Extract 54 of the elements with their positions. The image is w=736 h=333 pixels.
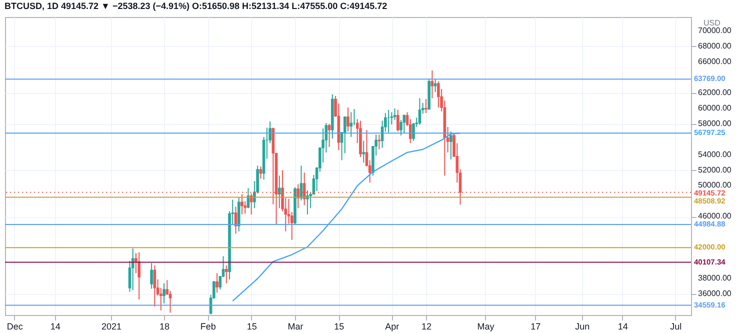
- candlestick: [352, 108, 356, 126]
- candlestick: [450, 131, 452, 160]
- y-tick-label: 38000.00: [698, 274, 732, 283]
- x-tick-label: Mar: [288, 322, 304, 332]
- candlestick: [259, 166, 262, 180]
- candlestick: [153, 264, 156, 307]
- candlestick: [250, 192, 253, 215]
- candlestick: [237, 196, 240, 232]
- candlestick: [350, 112, 353, 138]
- y-tick-label: 36000.00: [698, 289, 732, 298]
- candlestick: [224, 264, 228, 284]
- candlestick: [418, 98, 422, 126]
- candlestick: [434, 78, 437, 93]
- candlestick: [396, 109, 400, 132]
- candlestick: [138, 252, 140, 300]
- y-tick-label: 54000.00: [698, 150, 732, 159]
- y-tick-label: 68000.00: [698, 41, 732, 50]
- x-tick-label: 18: [160, 322, 170, 332]
- candlestick: [328, 123, 331, 148]
- x-tick-label: 17: [530, 322, 541, 332]
- candlestick: [378, 134, 381, 150]
- candlestick: [343, 116, 346, 154]
- candlestick: [216, 272, 218, 294]
- y-tick-label: 58000.00: [698, 118, 732, 128]
- x-tick-label: Jun: [575, 322, 590, 332]
- x-tick-label: 12: [421, 322, 432, 332]
- x-tick-label: May: [477, 322, 495, 332]
- x-tick-label: 15: [246, 322, 257, 332]
- x-tick-label: Feb: [200, 322, 216, 332]
- x-tick-label: 14: [618, 322, 628, 332]
- candlestick: [424, 98, 428, 114]
- x-tick-label: Jul: [670, 322, 682, 332]
- y-tick-label: 46000.00: [698, 212, 732, 221]
- y-tick-label: 66000.00: [698, 56, 732, 66]
- candlestick: [162, 282, 166, 304]
- y-tick-label: 70000.00: [698, 26, 732, 35]
- y-tick-label: 50000.00: [698, 180, 732, 190]
- chart-title: BTCUSD, 1D 49145.72 ▼ −2538.23 (−4.91%) O:51650.98 H:52131.34 L:47555.00 C:49145.72: [4, 1, 388, 11]
- candlestick: [150, 262, 153, 290]
- x-tick-label: Apr: [385, 322, 400, 332]
- x-tick-label: 2021: [102, 322, 122, 332]
- x-tick-label: 15: [334, 322, 344, 332]
- candlestick: [362, 140, 365, 164]
- candlestick: [402, 114, 406, 134]
- y-tick-label: 62000.00: [698, 88, 732, 97]
- x-tick-label: 14: [50, 322, 60, 332]
- y-tick-label: 52000.00: [698, 165, 732, 174]
- candlestick: [346, 107, 350, 132]
- candlestick: [278, 175, 281, 209]
- y-tick-label: 60000.00: [698, 103, 732, 112]
- candlestick: [131, 248, 134, 291]
- candlestick: [437, 80, 440, 108]
- y-axis-title: USD: [704, 18, 721, 28]
- x-tick-label: Dec: [6, 322, 24, 332]
